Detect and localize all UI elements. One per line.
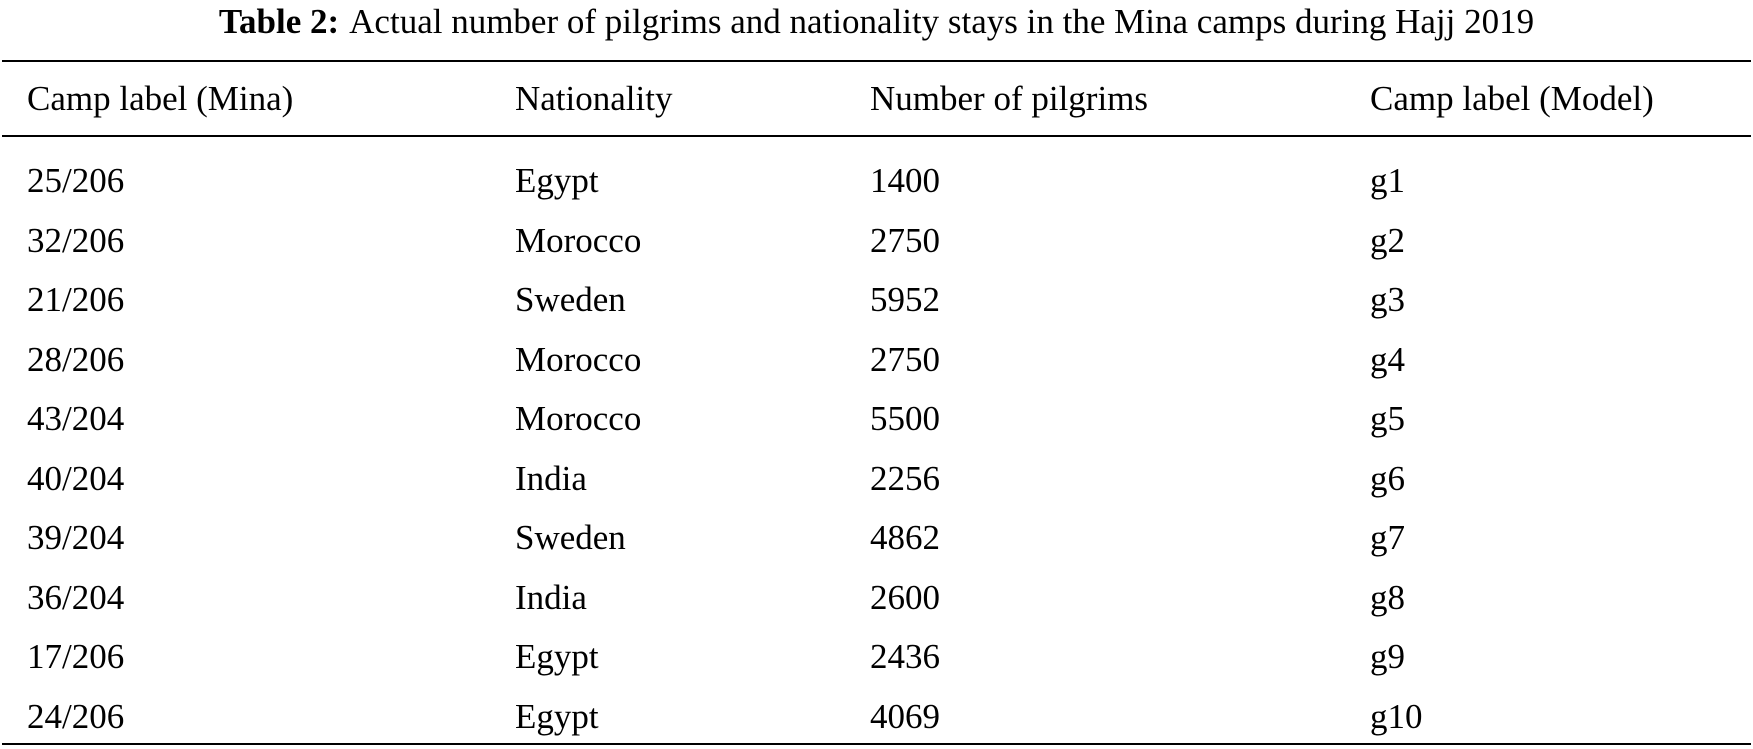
cell-nationality: Egypt (515, 161, 599, 200)
table-caption: Table 2: Actual number of pilgrims and na… (0, 0, 1753, 52)
cell-camp-mina: 25/206 (27, 161, 125, 200)
cell-number-of-pilgrims: 4069 (870, 696, 940, 736)
cell-camp-mina: 40/204 (27, 458, 125, 498)
pilgrims-table: Camp label (Mina) Nationality Number of … (0, 62, 1753, 747)
cell-camp-model: g5 (1370, 399, 1405, 439)
cell-number-of-pilgrims: 2256 (870, 458, 940, 498)
cell-nationality: Sweden (515, 518, 626, 558)
cell-number-of-pilgrims: 2750 (870, 339, 940, 379)
cell-nationality: Morocco (515, 220, 642, 260)
cell-number-of-pilgrims: 5952 (870, 280, 940, 320)
cell-camp-model: g4 (1370, 339, 1405, 379)
column-header-number-of-pilgrims: Number of pilgrims (870, 78, 1149, 118)
cell-number-of-pilgrims: 4862 (870, 518, 940, 558)
cell-camp-model: g10 (1370, 696, 1423, 736)
column-header-camp-model: Camp label (Model) (1370, 78, 1654, 118)
cell-camp-model: g9 (1370, 637, 1405, 677)
cell-number-of-pilgrims: 2436 (870, 637, 940, 677)
cell-camp-mina: 36/204 (27, 577, 125, 617)
cell-camp-model: g3 (1370, 280, 1405, 320)
table-row: 28/206 Morocco 2750 g4 (0, 330, 1753, 390)
cell-nationality: India (515, 458, 587, 498)
cell-camp-mina: 43/204 (27, 399, 125, 439)
column-header-camp-mina: Camp label (Mina) (27, 78, 294, 118)
table-row: 21/206 Sweden 5952 g3 (0, 271, 1753, 331)
cell-camp-mina: 28/206 (27, 339, 125, 379)
table-header-row: Camp label (Mina) Nationality Number of … (0, 62, 1753, 135)
cell-number-of-pilgrims: 5500 (870, 399, 940, 439)
cell-camp-mina: 21/206 (27, 280, 125, 320)
cell-nationality: Morocco (515, 339, 642, 379)
cell-camp-mina: 32/206 (27, 220, 125, 260)
cell-camp-model: g7 (1370, 518, 1405, 558)
cell-number-of-pilgrims: 2750 (870, 220, 940, 260)
table-row: 36/204 India 2600 g8 (0, 568, 1753, 628)
table-caption-text: Actual number of pilgrims and nationalit… (349, 2, 1535, 41)
cell-nationality: Egypt (515, 637, 599, 677)
cell-camp-mina: 39/204 (27, 518, 125, 558)
cell-camp-model: g8 (1370, 577, 1405, 617)
table-caption-label: Table 2: (218, 2, 340, 41)
column-header-nationality: Nationality (515, 78, 673, 118)
cell-nationality: Sweden (515, 280, 626, 320)
table-bottom-rule (2, 743, 1751, 745)
cell-camp-model: g1 (1370, 161, 1405, 200)
cell-nationality: India (515, 577, 587, 617)
table-row: 25/206 Egypt 1400 g1 (0, 135, 1753, 211)
cell-number-of-pilgrims: 2600 (870, 577, 940, 617)
table-top-rule (2, 60, 1751, 62)
cell-nationality: Morocco (515, 399, 642, 439)
cell-number-of-pilgrims: 1400 (870, 161, 940, 200)
table-row: 40/204 India 2256 g6 (0, 449, 1753, 509)
cell-nationality: Egypt (515, 696, 599, 736)
cell-camp-model: g6 (1370, 458, 1405, 498)
cell-camp-mina: 24/206 (27, 696, 125, 736)
cell-camp-mina: 17/206 (27, 637, 125, 677)
table-row: 17/206 Egypt 2436 g9 (0, 628, 1753, 688)
table-row: 24/206 Egypt 4069 g10 (0, 687, 1753, 747)
table-row: 43/204 Morocco 5500 g5 (0, 390, 1753, 450)
table-row: 39/204 Sweden 4862 g7 (0, 509, 1753, 569)
cell-camp-model: g2 (1370, 220, 1405, 260)
table-header-rule (2, 135, 1751, 137)
table-row: 32/206 Morocco 2750 g2 (0, 211, 1753, 271)
